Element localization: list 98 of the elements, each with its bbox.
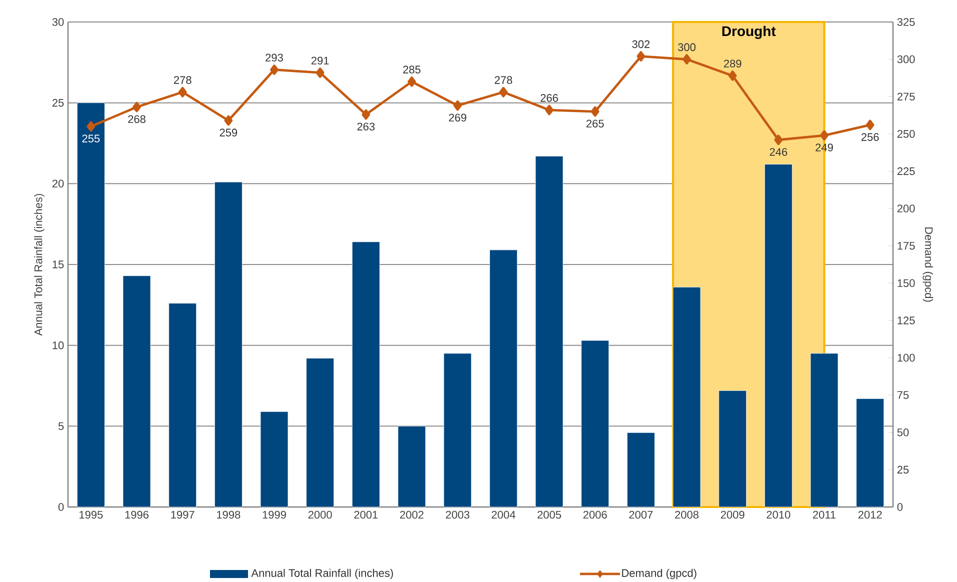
y2-tick-label: 125: [898, 316, 915, 324]
x-tick-label: 2001: [354, 510, 378, 519]
y2-tick-label: 25: [897, 466, 909, 474]
band-label: Drought: [722, 26, 776, 39]
y2-tick-label: 325: [897, 18, 915, 26]
point: [224, 115, 233, 126]
data-label: 266: [540, 94, 558, 102]
x-tick-label: 2003: [446, 510, 470, 519]
x-tick-label: 2007: [629, 510, 653, 519]
y2-tick-label: 300: [897, 55, 915, 64]
legend-label: Annual Total Rainfall (inches): [251, 568, 393, 580]
point: [774, 134, 783, 146]
point: [408, 76, 416, 87]
y2-axis-title: Demand (gpcd): [922, 227, 934, 302]
y2-tick-label: 0: [897, 503, 903, 511]
bar: [626, 432, 655, 508]
data-label: 249: [816, 144, 833, 152]
x-tick-label: 2005: [538, 510, 562, 519]
y-tick-label: 25: [52, 98, 64, 107]
y2-tick-label: 275: [897, 92, 915, 100]
y2-tick-label: 75: [897, 391, 909, 399]
x-tick-label: 2012: [858, 510, 882, 519]
point: [316, 68, 324, 78]
bar: [764, 164, 792, 508]
x-tick-label: 2011: [812, 510, 836, 519]
bar: [444, 353, 472, 508]
x-tick-label: 1996: [125, 510, 149, 519]
x-tick-label: 1995: [80, 510, 103, 519]
bar: [352, 242, 380, 508]
data-label: 293: [266, 54, 283, 62]
bar: [718, 390, 747, 508]
bar: [76, 102, 105, 508]
point: [820, 130, 828, 141]
point: [453, 100, 462, 111]
data-label: 291: [311, 56, 329, 65]
bar: [214, 182, 242, 508]
point: [545, 104, 554, 116]
bar: [535, 156, 564, 508]
point: [728, 70, 737, 81]
data-label: 289: [724, 60, 742, 68]
x-tick-label: 2008: [675, 510, 699, 519]
y2-tick-label: 250: [897, 130, 915, 138]
y2-tick-label: 100: [898, 354, 915, 362]
bar: [260, 411, 288, 508]
data-label: 278: [174, 76, 192, 84]
y-tick-label: 30: [52, 18, 64, 26]
bar: [168, 303, 197, 508]
y-tick-label: 0: [58, 503, 64, 511]
point: [270, 64, 278, 75]
bar: [489, 250, 518, 508]
data-label: 302: [632, 40, 650, 48]
x-tick-label: 2006: [583, 510, 607, 519]
y-axis-title: Annual Total Rainfall (inches): [34, 194, 44, 336]
data-label: 265: [586, 120, 604, 128]
y2-tick-label: 225: [897, 167, 915, 176]
bar: [672, 286, 701, 508]
data-label: 269: [448, 114, 466, 122]
x-tick-label: 1997: [171, 510, 194, 519]
y-tick-label: 5: [58, 422, 64, 430]
x-tick-label: 2002: [400, 510, 424, 519]
data-label: 255: [82, 134, 100, 142]
point: [636, 51, 646, 62]
bar: [306, 358, 334, 508]
x-tick-label: 1998: [217, 510, 240, 519]
bar: [856, 398, 884, 508]
x-tick-label: 2004: [492, 510, 516, 519]
point: [132, 102, 141, 112]
bar: [810, 353, 838, 508]
y-tick-label: 15: [52, 260, 64, 268]
x-tick-label: 1999: [262, 510, 286, 519]
legend-label: Demand (gpcd): [622, 568, 696, 580]
data-label: 256: [861, 133, 879, 141]
point: [362, 109, 370, 120]
bar: [122, 276, 151, 508]
point: [499, 86, 508, 98]
data-label: 246: [770, 148, 788, 156]
y2-tick-label: 150: [898, 279, 915, 288]
y2-tick-label: 50: [897, 428, 909, 436]
data-label: 278: [494, 76, 512, 84]
y-tick-label: 10: [52, 341, 64, 350]
point: [590, 106, 600, 117]
data-label: 300: [678, 43, 696, 52]
y2-tick-label: 175: [898, 242, 915, 250]
bar: [581, 340, 610, 508]
data-label: 263: [357, 122, 375, 130]
bar: [398, 426, 426, 508]
data-label: 259: [220, 128, 238, 136]
point: [866, 120, 874, 130]
point: [178, 86, 187, 98]
x-tick-label: 2009: [720, 510, 744, 519]
data-label: 268: [128, 115, 146, 124]
point: [682, 54, 691, 64]
x-tick-label: 2010: [766, 510, 790, 519]
data-label: 285: [403, 66, 420, 74]
y-tick-label: 20: [52, 180, 64, 188]
x-tick-label: 2000: [308, 510, 332, 519]
point: [86, 121, 96, 132]
y2-tick-label: 200: [897, 204, 915, 212]
